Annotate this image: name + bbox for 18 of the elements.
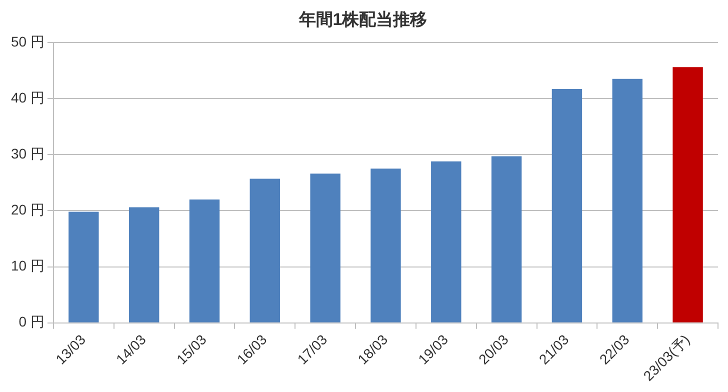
y-tick-label: 40 円: [10, 89, 44, 106]
bar: [370, 168, 401, 322]
y-tick-label: 0 円: [18, 314, 44, 330]
bar: [189, 199, 220, 322]
bar: [310, 174, 340, 322]
bar: [612, 78, 642, 322]
y-tick-label: 10 円: [10, 258, 44, 274]
bar: [491, 156, 522, 322]
bar: [68, 212, 99, 322]
bar: [552, 88, 582, 322]
y-tick-label: 30 円: [10, 145, 44, 162]
bar: [672, 67, 703, 322]
chart-title: 年間1株配当推移: [298, 10, 428, 29]
bar: [250, 178, 280, 322]
y-tick-label: 50 円: [10, 33, 44, 50]
y-tick-label: 20 円: [10, 202, 44, 218]
bar: [431, 161, 462, 322]
bar: [128, 207, 160, 322]
